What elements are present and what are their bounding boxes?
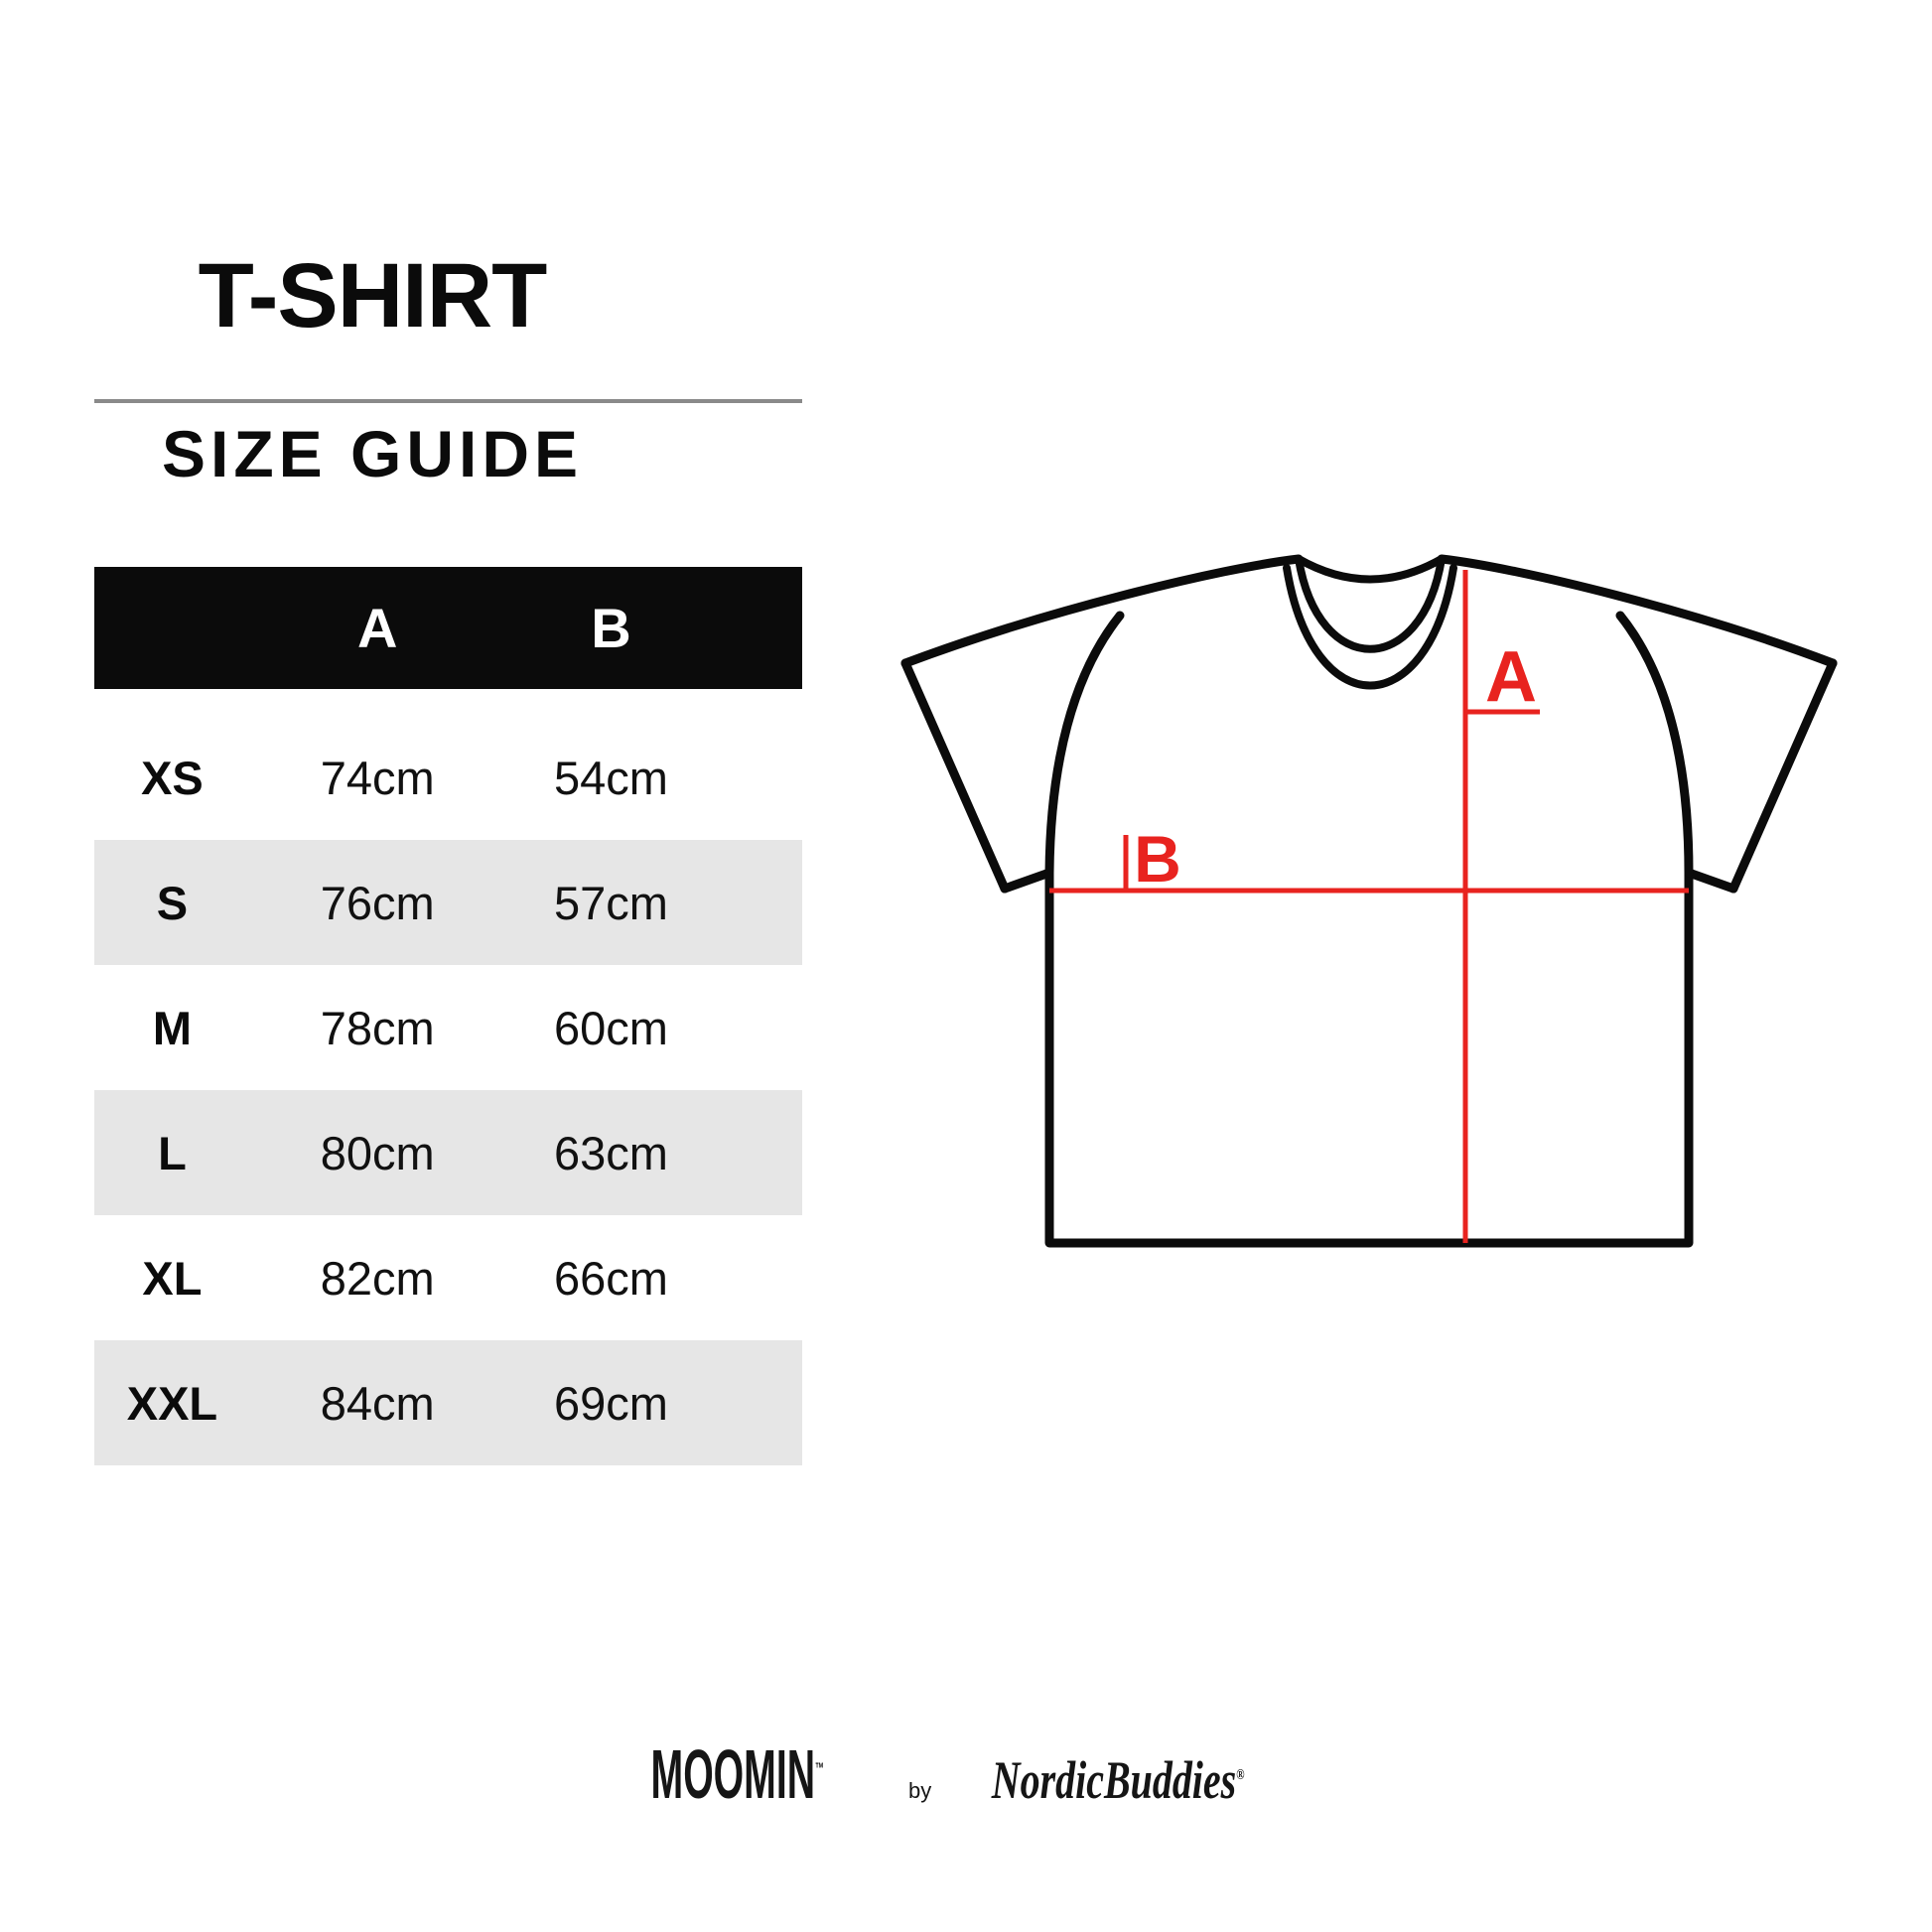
measurement-labels: A B	[1134, 637, 1537, 896]
tshirt-collar-outer-arc	[1283, 564, 1457, 690]
registered-symbol: ®	[1236, 1767, 1245, 1783]
tshirt-right-sleeve-end	[1728, 658, 1838, 894]
row-b-value: 66cm	[554, 1251, 668, 1305]
row-size-label: M	[152, 1001, 192, 1054]
logo-by-text: by	[908, 1778, 932, 1803]
header-cell-b: B	[591, 597, 631, 659]
table-row: XS 74cm 54cm	[94, 715, 802, 840]
row-a-value: 82cm	[320, 1251, 435, 1305]
row-a-value: 74cm	[320, 751, 435, 804]
page-title: T-SHIRT	[198, 245, 548, 346]
row-size-label: XL	[142, 1251, 203, 1305]
tshirt-outline	[900, 554, 1838, 1248]
tshirt-right-shoulder	[1437, 554, 1838, 668]
row-size-label: XS	[141, 751, 204, 804]
row-b-value: 69cm	[554, 1376, 668, 1430]
table-row: S 76cm 57cm	[94, 840, 802, 965]
row-b-value: 54cm	[554, 751, 668, 804]
row-a-value: 76cm	[320, 876, 435, 929]
brand-logo: MOOMIN™ by NordicBuddies®	[0, 1739, 1902, 1809]
row-size-label: L	[158, 1126, 187, 1179]
page-subtitle: SIZE GUIDE	[161, 417, 584, 490]
tshirt-collar-inner-arc	[1295, 555, 1446, 653]
tshirt-collar-top-arc	[1295, 555, 1446, 584]
header-cell-a: A	[356, 597, 398, 659]
row-size-label: S	[156, 876, 189, 929]
size-table: A B XS 74cm 54cm S 76cm 57cm M 78cm 60cm L 80cm 63c…	[94, 567, 802, 1465]
row-size-label: XXL	[126, 1376, 218, 1430]
table-row: XXL 84cm 69cm	[94, 1340, 802, 1465]
tshirt-left-underarm	[1000, 868, 1054, 894]
tshirt-body	[1044, 868, 1694, 1248]
label-b: B	[1134, 822, 1181, 896]
trademark-symbol: ™	[815, 1760, 825, 1778]
tshirt-right-armhole-seam	[1615, 611, 1694, 878]
nordicbuddies-logo: NordicBuddies®	[992, 1750, 1245, 1810]
row-b-value: 60cm	[554, 1001, 668, 1054]
tshirt-left-armhole-seam	[1044, 611, 1125, 878]
tshirt-left-sleeve-end	[900, 658, 1010, 894]
label-a: A	[1485, 637, 1537, 717]
size-table-body: XS 74cm 54cm S 76cm 57cm M 78cm 60cm L 80cm 63cm XL 8…	[94, 715, 802, 1465]
table-row: M 78cm 60cm	[94, 965, 802, 1090]
tshirt-right-underarm	[1684, 868, 1738, 894]
row-b-value: 57cm	[554, 876, 668, 929]
table-row: XL 82cm 66cm	[94, 1215, 802, 1340]
row-a-value: 78cm	[320, 1001, 435, 1054]
tshirt-left-shoulder	[900, 554, 1304, 668]
moomin-logo: MOOMIN™	[651, 1735, 825, 1813]
row-a-value: 80cm	[320, 1126, 435, 1179]
size-table-header: A B	[94, 567, 802, 689]
table-row: L 80cm 63cm	[94, 1090, 802, 1215]
title-divider	[94, 399, 802, 403]
row-a-value: 84cm	[320, 1376, 435, 1430]
measurement-lines	[1049, 570, 1689, 1243]
row-b-value: 63cm	[554, 1126, 668, 1179]
